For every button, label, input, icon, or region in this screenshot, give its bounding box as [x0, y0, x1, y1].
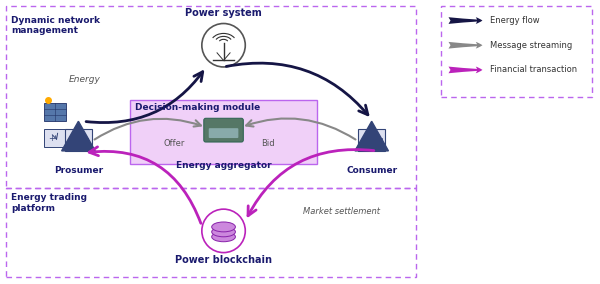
Bar — [7, 6, 416, 188]
FancyBboxPatch shape — [204, 118, 244, 142]
Bar — [44, 129, 65, 147]
FancyBboxPatch shape — [209, 128, 238, 138]
Text: Dynamic network
management: Dynamic network management — [11, 16, 100, 35]
Text: Prosumer: Prosumer — [54, 166, 103, 175]
Polygon shape — [355, 121, 388, 151]
Circle shape — [202, 24, 245, 67]
Ellipse shape — [212, 222, 235, 232]
Text: Message streaming: Message streaming — [490, 41, 572, 50]
Text: Offer: Offer — [163, 139, 185, 149]
Bar — [130, 99, 317, 164]
Bar — [374, 138, 382, 146]
Bar — [80, 138, 88, 146]
Bar — [441, 6, 592, 97]
Ellipse shape — [212, 227, 235, 237]
Ellipse shape — [212, 232, 235, 242]
Text: Consumer: Consumer — [346, 166, 397, 175]
Text: Power system: Power system — [185, 8, 262, 18]
Text: Energy trading
platform: Energy trading platform — [11, 193, 87, 213]
Text: Energy: Energy — [68, 75, 100, 84]
Polygon shape — [62, 121, 95, 151]
Text: Energy flow: Energy flow — [490, 16, 540, 25]
Text: Financial transaction: Financial transaction — [490, 65, 577, 74]
Bar — [65, 129, 92, 151]
Bar — [358, 129, 385, 151]
Bar — [44, 103, 65, 121]
Text: Power blockchain: Power blockchain — [175, 254, 272, 265]
Text: Bid: Bid — [261, 139, 275, 149]
Bar — [68, 138, 76, 146]
Circle shape — [202, 209, 245, 252]
Text: +: + — [49, 133, 55, 143]
Text: Market settlement: Market settlement — [302, 207, 380, 216]
Bar — [362, 138, 370, 146]
Text: Decision-making module: Decision-making module — [134, 103, 260, 112]
Text: Energy aggregator: Energy aggregator — [176, 161, 271, 170]
Bar — [7, 188, 416, 277]
